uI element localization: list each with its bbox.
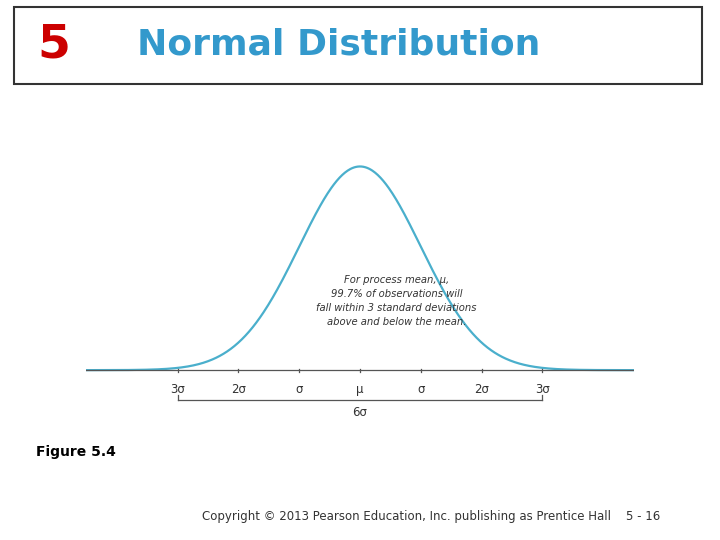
Text: 2σ: 2σ	[231, 383, 246, 396]
Text: Copyright © 2013 Pearson Education, Inc. publishing as Prentice Hall: Copyright © 2013 Pearson Education, Inc.…	[202, 510, 611, 523]
Text: σ: σ	[417, 383, 425, 396]
Text: 3σ: 3σ	[170, 383, 185, 396]
Text: σ: σ	[295, 383, 303, 396]
Text: 6σ: 6σ	[353, 407, 367, 420]
Text: μ: μ	[356, 383, 364, 396]
Text: For process mean, μ,
99.7% of observations will
fall within 3 standard deviation: For process mean, μ, 99.7% of observatio…	[316, 275, 477, 327]
Text: Normal Distribution: Normal Distribution	[137, 28, 540, 62]
Text: 5 - 16: 5 - 16	[626, 510, 661, 523]
Text: 2σ: 2σ	[474, 383, 489, 396]
Text: 3σ: 3σ	[535, 383, 550, 396]
Text: Figure 5.4: Figure 5.4	[36, 445, 116, 459]
Text: 5: 5	[37, 22, 71, 67]
